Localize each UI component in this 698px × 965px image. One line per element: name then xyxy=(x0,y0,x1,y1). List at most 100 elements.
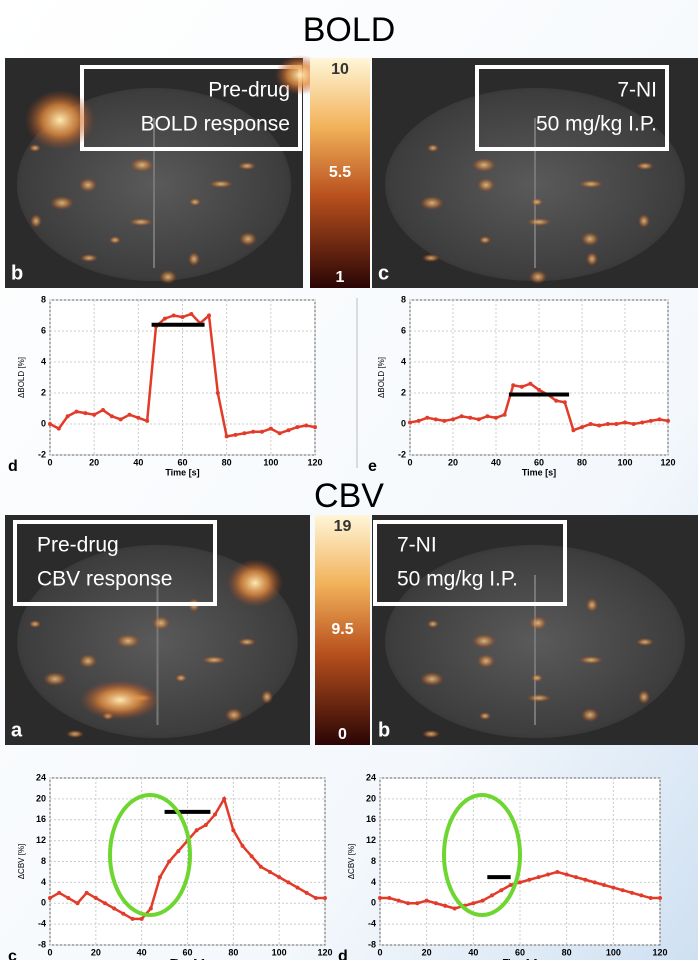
data-point xyxy=(518,880,522,884)
activation xyxy=(202,656,226,664)
data-point xyxy=(140,917,144,921)
data-point xyxy=(503,413,507,417)
data-point xyxy=(537,388,541,392)
data-point xyxy=(145,419,149,423)
activation xyxy=(529,616,547,630)
x-axis-label: Time [s] xyxy=(522,467,556,477)
panel-label: 50 mg/kg I.P. xyxy=(536,113,657,136)
activation xyxy=(238,162,256,170)
data-point xyxy=(630,891,634,895)
y-tick-label: 4 xyxy=(41,356,46,366)
data-point xyxy=(66,414,70,418)
activation xyxy=(477,654,495,668)
data-point xyxy=(537,875,541,879)
x-tick-label: 40 xyxy=(133,457,143,467)
data-point xyxy=(172,314,176,318)
data-point xyxy=(554,399,558,403)
x-tick-label: 120 xyxy=(307,457,322,467)
activation xyxy=(527,694,551,702)
data-point xyxy=(314,896,318,900)
data-point xyxy=(75,410,79,414)
x-tick-label: 20 xyxy=(91,947,101,957)
colorbar-label: 9.5 xyxy=(331,621,353,638)
x-tick-label: 60 xyxy=(534,457,544,467)
activation xyxy=(225,708,243,722)
data-point xyxy=(181,315,185,319)
colorbar-label: 10 xyxy=(331,61,349,78)
x-tick-label: 80 xyxy=(562,947,572,957)
data-point xyxy=(242,431,246,435)
x-tick-label: 100 xyxy=(272,947,287,957)
colorbar-label: 19 xyxy=(334,518,352,535)
data-point xyxy=(378,896,382,900)
activation xyxy=(261,690,273,704)
activation xyxy=(175,674,187,682)
data-point xyxy=(434,417,438,421)
activation xyxy=(527,218,551,226)
data-point xyxy=(158,875,162,879)
data-point xyxy=(453,906,457,910)
data-point xyxy=(408,420,412,424)
data-point xyxy=(481,899,485,903)
data-point xyxy=(490,893,494,897)
data-point xyxy=(119,417,123,421)
activation xyxy=(422,254,440,262)
x-tick-label: 100 xyxy=(263,457,278,467)
data-point xyxy=(195,828,199,832)
activation xyxy=(188,252,200,266)
y-tick-label: 0 xyxy=(41,898,46,908)
panel-label: 50 mg/kg I.P. xyxy=(397,568,518,591)
data-point xyxy=(286,880,290,884)
y-tick-label: 4 xyxy=(371,877,376,887)
data-point xyxy=(417,419,421,423)
data-point xyxy=(460,414,464,418)
data-point xyxy=(611,886,615,890)
y-tick-label: 16 xyxy=(366,814,376,824)
x-tick-label: 100 xyxy=(617,457,632,467)
y-tick-label: 2 xyxy=(401,387,406,397)
y-tick-label: -2 xyxy=(38,449,46,459)
x-tick-label: 0 xyxy=(47,947,52,957)
data-point xyxy=(167,860,171,864)
data-point xyxy=(110,414,114,418)
data-point xyxy=(425,416,429,420)
data-point xyxy=(509,883,513,887)
data-point xyxy=(304,424,308,428)
data-point xyxy=(57,427,61,431)
x-tick-label: 60 xyxy=(515,947,525,957)
data-point xyxy=(632,422,636,426)
y-tick-label: 12 xyxy=(36,835,46,845)
panel-letter: a xyxy=(11,719,23,741)
activation xyxy=(29,620,41,628)
y-tick-label: -4 xyxy=(38,919,46,929)
panel-label: 7-NI xyxy=(617,79,657,102)
y-tick-label: 6 xyxy=(401,325,406,335)
y-tick-label: -8 xyxy=(38,939,46,949)
data-point xyxy=(485,414,489,418)
y-axis-label: ΔBOLD [%] xyxy=(17,357,26,398)
panel-label: CBV response xyxy=(37,568,172,591)
activation xyxy=(159,270,177,284)
panel-letter: d xyxy=(8,458,18,475)
data-point xyxy=(222,797,226,801)
activation xyxy=(29,144,41,152)
section-title: CBV xyxy=(314,477,384,515)
activation xyxy=(579,656,603,664)
activation xyxy=(586,598,598,612)
data-point xyxy=(597,424,601,428)
x-tick-label: 80 xyxy=(228,947,238,957)
data-point xyxy=(234,433,238,437)
activation xyxy=(116,634,140,648)
data-point xyxy=(313,425,317,429)
activation xyxy=(422,730,440,738)
activation xyxy=(638,214,650,228)
data-point xyxy=(76,901,80,905)
x-tick-label: 40 xyxy=(491,457,501,467)
x-tick-label: 60 xyxy=(182,947,192,957)
activation xyxy=(79,178,97,192)
page: {"sections": [ {"title": "BOLD", "colorb… xyxy=(0,0,698,960)
activation xyxy=(586,252,598,266)
data-point xyxy=(131,917,135,921)
data-point xyxy=(277,875,281,879)
data-point xyxy=(101,408,105,412)
